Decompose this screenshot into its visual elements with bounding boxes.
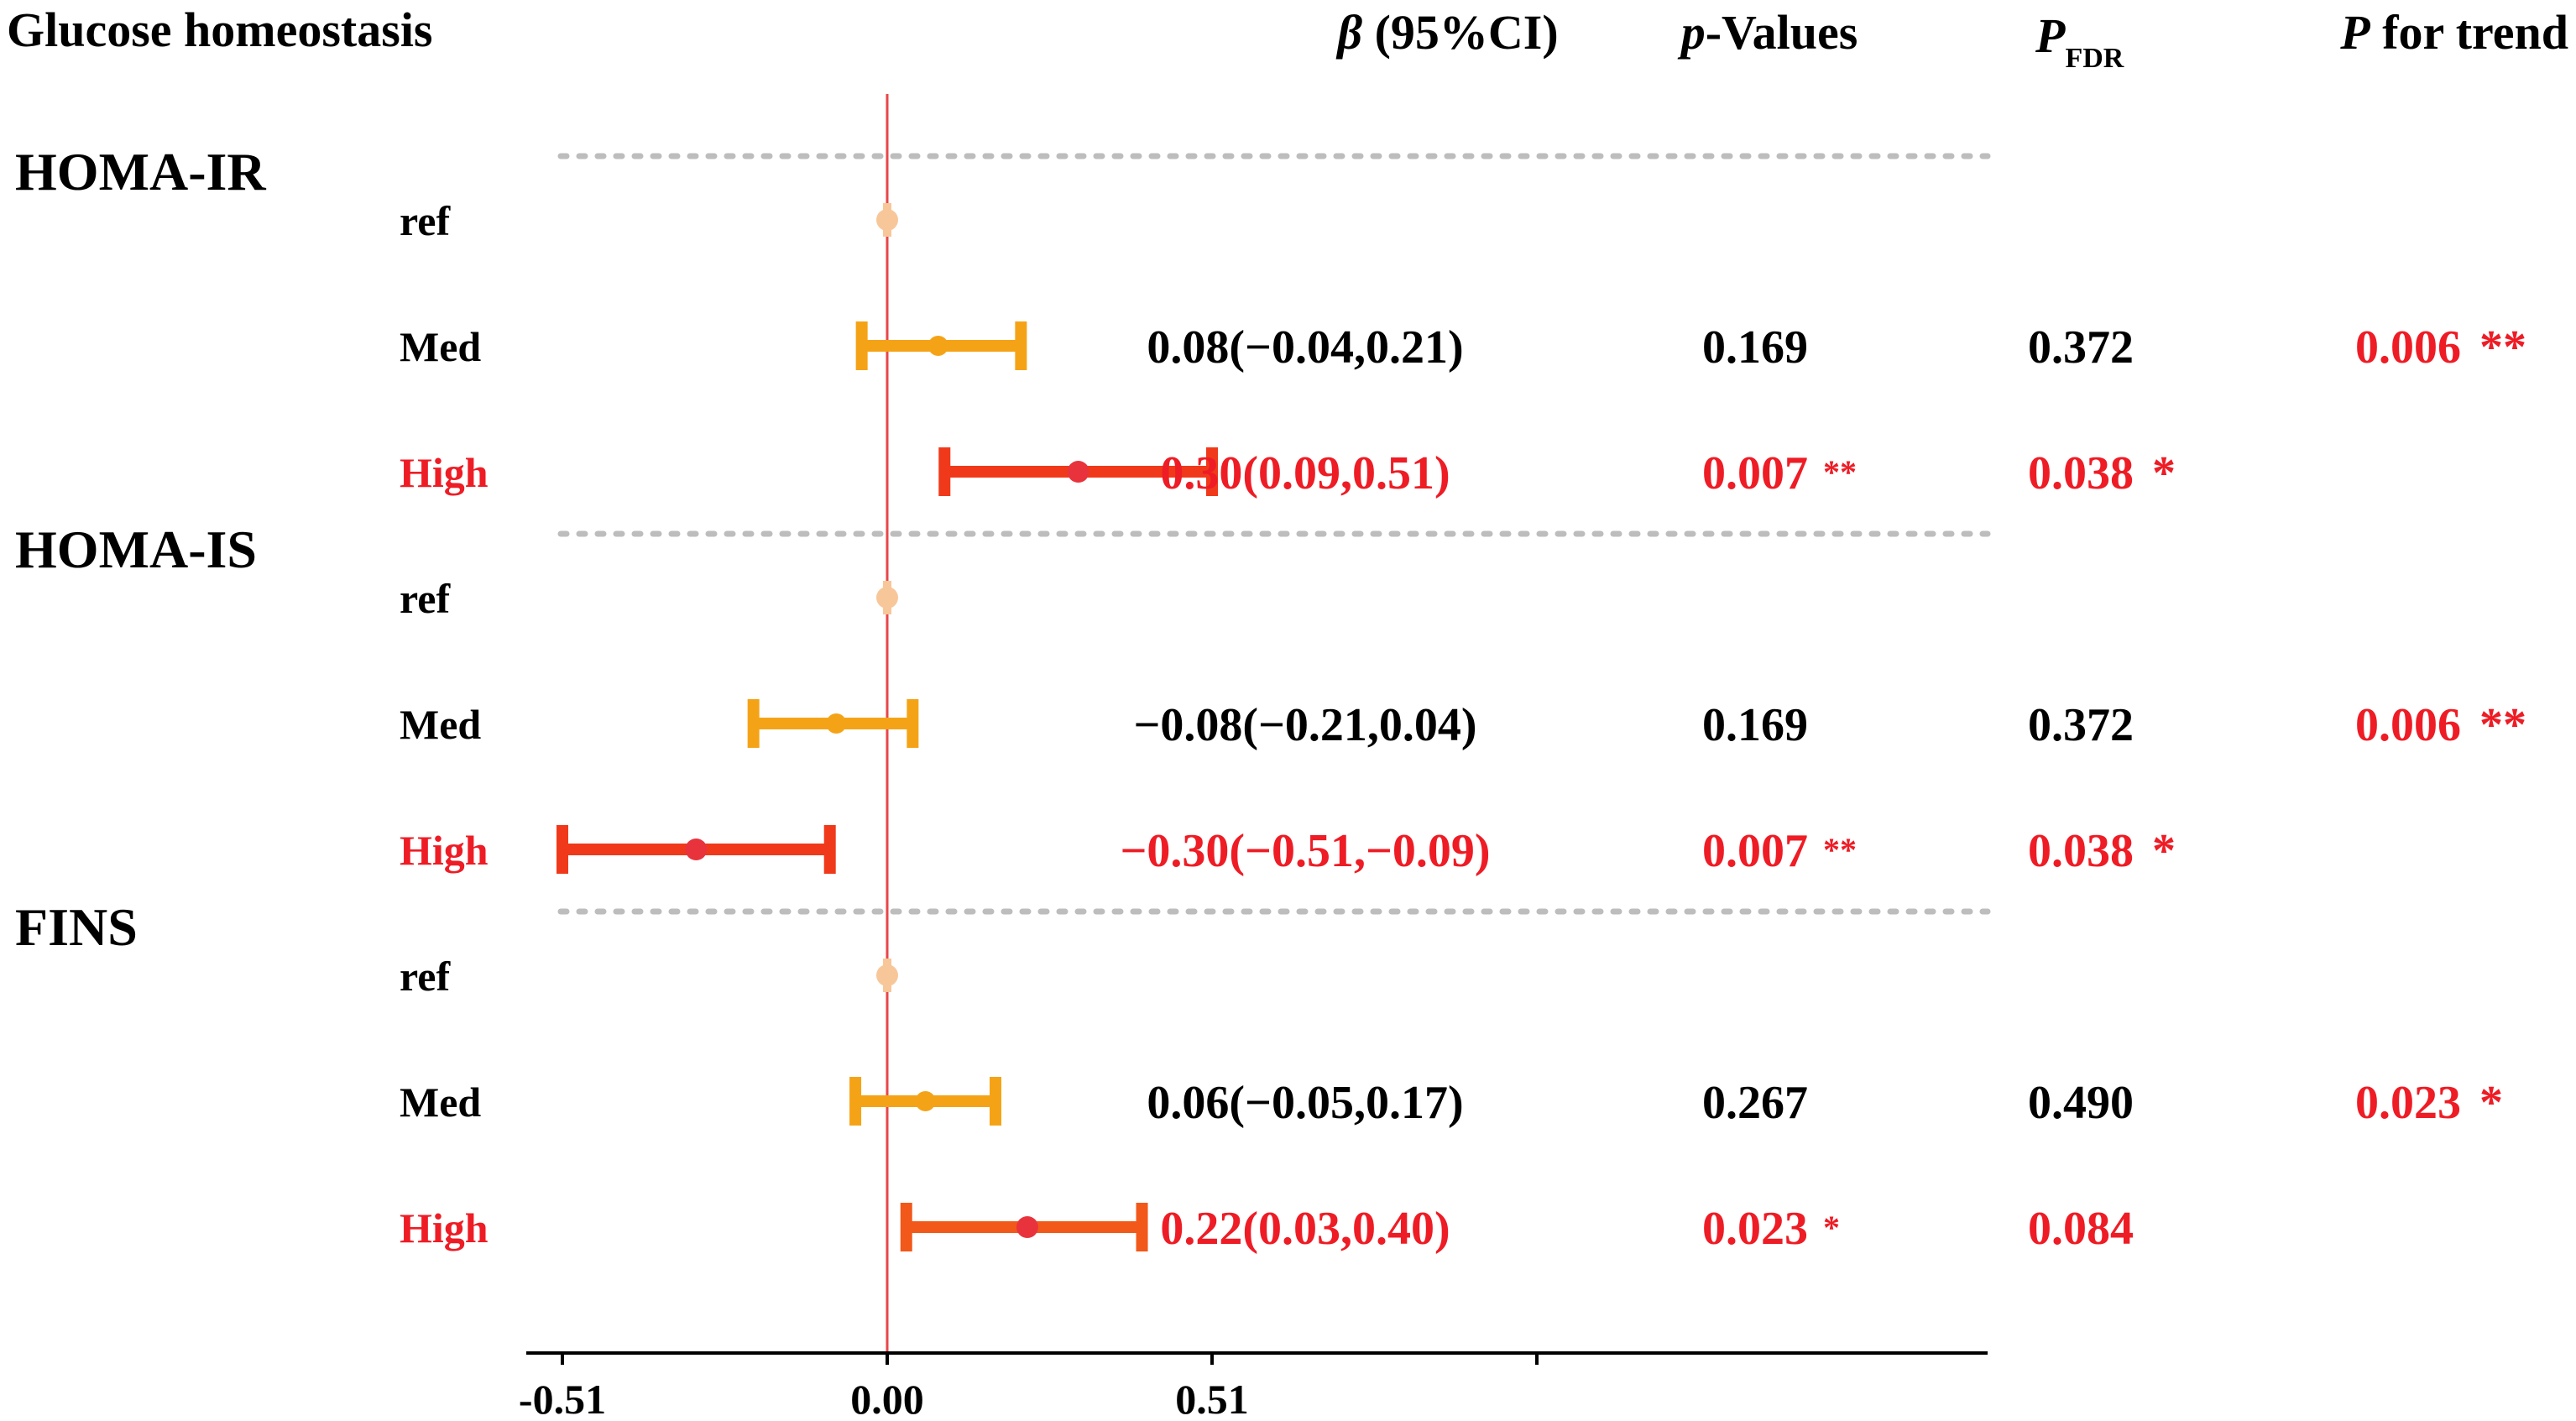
fdr-stars: *	[2152, 825, 2176, 877]
row-label: High	[400, 827, 489, 874]
fdr-value: 0.038	[2028, 825, 2134, 877]
chart-title: Glucose homeostasis	[7, 3, 433, 57]
trend-value: 0.006	[2355, 699, 2461, 751]
header-p-trend: P for trend	[2339, 5, 2568, 60]
point-estimate	[1067, 461, 1089, 483]
header-beta-ci: (95%CI)	[1362, 5, 1559, 60]
p-value-stars: *	[1823, 1209, 1840, 1246]
trend-cell: 0.006 **	[2355, 321, 2526, 374]
point-estimate	[685, 838, 708, 860]
group-label: HOMA-IS	[15, 520, 257, 579]
row-label: ref	[400, 197, 451, 244]
fdr-cell: 0.372	[2028, 321, 2134, 374]
p-value-stars: **	[1823, 453, 1857, 491]
fdr-stars: *	[2152, 447, 2176, 499]
p-value-cell: 0.023 *	[1702, 1203, 1840, 1255]
beta-ci-value: 0.30(0.09,0.51)	[1160, 447, 1450, 499]
column-headers: β (95%CI) p-Values PFDR P for trend	[1335, 5, 2568, 74]
header-fdr-symbol: P	[2035, 8, 2066, 63]
p-value: 0.169	[1702, 321, 1808, 374]
row-label: High	[400, 449, 489, 496]
x-tick-label: 0.51	[1175, 1376, 1249, 1421]
group-label: FINS	[15, 897, 138, 957]
point-estimate	[826, 713, 847, 734]
header-beta-symbol: β	[1335, 5, 1362, 60]
fdr-value: 0.038	[2028, 447, 2134, 499]
fdr-cell: 0.084	[2028, 1203, 2134, 1255]
x-tick-label: 0.00	[850, 1376, 924, 1421]
fdr-value: 0.372	[2028, 699, 2134, 751]
fdr-cell: 0.372	[2028, 699, 2134, 751]
trend-stars: **	[2479, 321, 2526, 374]
group-label: HOMA-IR	[15, 142, 266, 201]
trend-value: 0.006	[2355, 321, 2461, 374]
row-label: ref	[400, 953, 451, 1000]
row-label: ref	[400, 575, 451, 622]
beta-ci-value: −0.30(−0.51,−0.09)	[1120, 825, 1490, 877]
trend-stars: *	[2479, 1077, 2503, 1129]
p-value: 0.007	[1702, 447, 1808, 499]
fdr-cell: 0.038 *	[2028, 447, 2176, 499]
trend-stars: **	[2479, 699, 2526, 751]
header-fdr-subscript: FDR	[2065, 43, 2124, 74]
p-value-cell: 0.267	[1702, 1077, 1808, 1129]
x-axis: -0.51 0.00 0.51	[519, 1351, 1988, 1421]
x-tick-label: -0.51	[519, 1376, 606, 1421]
fdr-value: 0.084	[2028, 1203, 2134, 1255]
row-label: Med	[400, 1079, 481, 1126]
group-separators	[557, 153, 1991, 915]
fdr-cell: 0.038 *	[2028, 825, 2176, 877]
fdr-value: 0.490	[2028, 1077, 2134, 1129]
header-trend-symbol: P	[2339, 5, 2370, 60]
p-value: 0.169	[1702, 699, 1808, 751]
point-estimate	[927, 336, 948, 356]
beta-ci-value: 0.06(−0.05,0.17)	[1147, 1077, 1463, 1129]
point-estimate	[915, 1091, 936, 1111]
trend-value: 0.023	[2355, 1077, 2461, 1129]
beta-ci-value: −0.08(−0.21,0.04)	[1133, 699, 1476, 751]
beta-ci-value: 0.22(0.03,0.40)	[1160, 1203, 1450, 1255]
row-label: Med	[400, 323, 481, 370]
header-beta: β (95%CI)	[1335, 5, 1558, 60]
beta-ci-value: 0.08(−0.04,0.21)	[1147, 321, 1463, 374]
header-p-symbol: p	[1677, 5, 1706, 60]
fdr-value: 0.372	[2028, 321, 2134, 374]
row-label: Med	[400, 701, 481, 748]
p-value: 0.023	[1702, 1203, 1808, 1255]
point-estimate	[1016, 1216, 1038, 1238]
header-p-label: -Values	[1706, 5, 1858, 60]
header-p-fdr: PFDR	[2035, 8, 2124, 74]
p-value-cell: 0.007 **	[1702, 825, 1857, 877]
p-value-cell: 0.169	[1702, 321, 1808, 374]
p-value-cell: 0.007 **	[1702, 447, 1857, 499]
p-value: 0.267	[1702, 1077, 1808, 1129]
group-labels: HOMA-IR HOMA-IS FINS	[15, 142, 266, 957]
header-trend-label: for trend	[2370, 5, 2568, 60]
fdr-cell: 0.490	[2028, 1077, 2134, 1129]
p-value-stars: **	[1823, 831, 1857, 869]
row-label: High	[400, 1204, 489, 1251]
p-value-cell: 0.169	[1702, 699, 1808, 751]
trend-cell: 0.023 *	[2355, 1077, 2503, 1129]
trend-cell: 0.006 **	[2355, 699, 2526, 751]
p-value: 0.007	[1702, 825, 1808, 877]
header-p-values: p-Values	[1677, 5, 1858, 60]
